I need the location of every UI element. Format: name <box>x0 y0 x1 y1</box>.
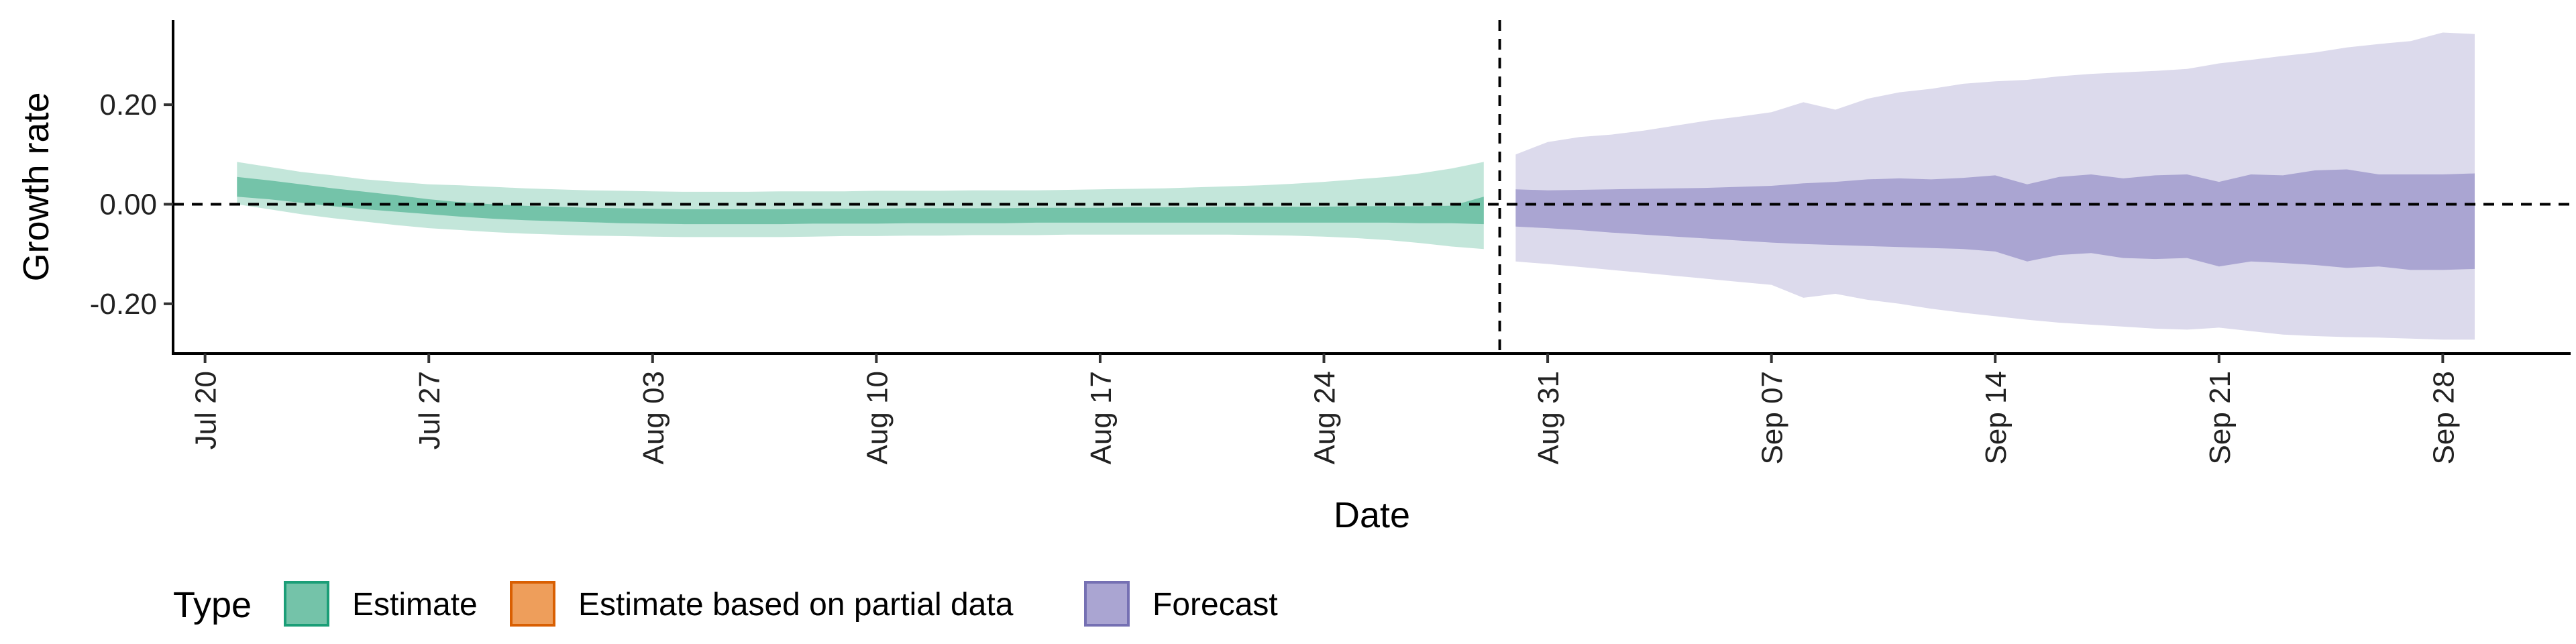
x-tick-label: Sep 14 <box>1980 371 2012 464</box>
estimate-inner-band <box>237 176 1484 225</box>
x-tick-label: Aug 03 <box>637 371 670 464</box>
x-axis-title: Date <box>1334 495 1410 535</box>
y-tick-label: -0.20 <box>90 288 157 321</box>
x-tick-label: Jul 20 <box>190 371 223 449</box>
x-tick-label: Aug 10 <box>861 371 894 464</box>
legend-key-estimate <box>284 581 329 627</box>
x-axis-ticks: Jul 20 Jul 27 Aug 03 Aug 10 Aug 17 Aug 24 Aug … <box>190 354 2460 464</box>
x-tick-label: Sep 07 <box>1756 371 1789 464</box>
y-axis-title: Growth rate <box>16 92 56 281</box>
x-tick-label: Aug 24 <box>1309 371 1342 464</box>
x-tick-label: Sep 28 <box>2427 371 2460 464</box>
forecast-inner-band <box>1515 169 2475 270</box>
legend-label-estimate: Estimate <box>352 587 478 623</box>
legend: Type Estimate Estimate based on partial d… <box>173 581 1278 627</box>
x-tick-label: Sep 21 <box>2204 371 2237 464</box>
reference-lines <box>173 20 2571 354</box>
y-tick-label: 0.00 <box>99 188 157 221</box>
legend-label-forecast: Forecast <box>1152 587 1278 623</box>
y-axis-ticks: -0.20 0.00 0.20 <box>90 89 173 321</box>
legend-key-estimate-based-on-partial-data <box>510 581 555 627</box>
axes <box>172 20 2571 355</box>
legend-label-estimate-based-on-partial-data: Estimate based on partial data <box>578 587 1014 623</box>
estimate-outer-band <box>237 162 1484 250</box>
x-tick-label: Jul 27 <box>413 371 446 449</box>
x-tick-label: Aug 31 <box>1532 371 1565 464</box>
y-tick-label: 0.20 <box>99 89 157 121</box>
legend-title: Type <box>173 585 252 625</box>
legend-key-forecast <box>1084 581 1130 627</box>
x-tick-label: Aug 17 <box>1085 371 1118 464</box>
ribbon-layer <box>237 32 2475 340</box>
